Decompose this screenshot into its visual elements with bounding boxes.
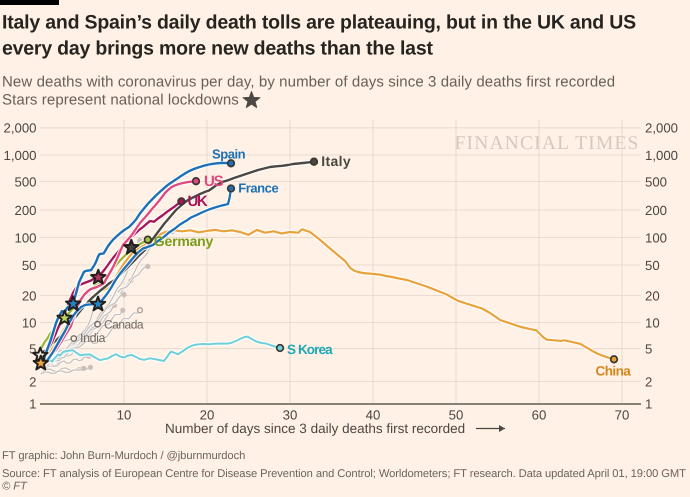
svg-text:Canada: Canada [104,317,144,331]
svg-text:Italy: Italy [321,153,351,169]
svg-text:New deaths with coronavirus pe: New deaths with coronavirus per day, by … [2,74,615,91]
svg-text:1,000: 1,000 [645,148,678,163]
svg-text:100: 100 [14,230,36,245]
svg-text:China: China [596,364,632,379]
svg-text:50: 50 [449,408,464,423]
svg-text:Number of days since 3 daily d: Number of days since 3 daily deaths firs… [165,421,465,436]
svg-text:70: 70 [615,408,630,423]
svg-text:10: 10 [645,315,660,330]
svg-text:50: 50 [22,258,37,273]
svg-text:200: 200 [645,203,667,218]
svg-text:Italy and Spain’s daily death: Italy and Spain’s daily death tolls are … [2,12,636,34]
svg-text:France: France [238,181,278,196]
svg-text:10: 10 [117,408,132,423]
svg-text:2,000: 2,000 [3,121,36,136]
svg-text:30: 30 [283,408,298,423]
svg-text:© FT: © FT [2,481,28,493]
svg-text:5: 5 [29,341,36,356]
svg-text:Spain: Spain [212,146,246,161]
svg-text:Source: FT analysis of Europea: Source: FT analysis of European Centre f… [2,468,686,480]
svg-text:2: 2 [645,374,652,389]
svg-text:50: 50 [645,258,660,273]
svg-text:20: 20 [22,288,37,303]
svg-text:UK: UK [188,193,208,210]
svg-text:Stars represent national lockd: Stars represent national lockdowns [2,92,239,109]
svg-text:India: India [80,331,106,345]
svg-text:1: 1 [29,396,36,411]
svg-text:500: 500 [645,174,667,189]
svg-text:2,000: 2,000 [645,121,678,136]
svg-text:5: 5 [645,341,652,356]
svg-text:60: 60 [532,408,547,423]
svg-text:US: US [204,173,224,190]
svg-text:100: 100 [645,230,667,245]
svg-text:40: 40 [366,408,381,423]
svg-text:10: 10 [22,315,37,330]
svg-text:Germany: Germany [154,233,214,249]
svg-text:1: 1 [645,396,652,411]
svg-text:20: 20 [200,408,215,423]
svg-text:1,000: 1,000 [3,148,36,163]
svg-text:every day brings more new deat: every day brings more new deaths than th… [2,38,433,60]
svg-text:200: 200 [14,203,36,218]
svg-text:2: 2 [29,374,36,389]
svg-text:500: 500 [14,174,36,189]
svg-text:S Korea: S Korea [287,342,333,357]
svg-text:FT graphic: John Burn-Murdoch: FT graphic: John Burn-Murdoch / @jburnmu… [2,450,245,462]
svg-text:20: 20 [645,288,660,303]
svg-text:FINANCIAL TIMES: FINANCIAL TIMES [455,133,640,154]
